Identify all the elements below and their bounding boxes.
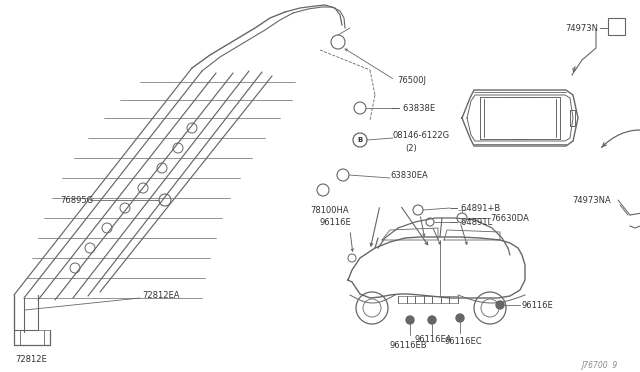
Text: 96116E: 96116E [320, 218, 352, 227]
Text: — 64891L: — 64891L [450, 218, 492, 227]
Text: — 63838E: — 63838E [392, 103, 435, 112]
Circle shape [428, 316, 436, 324]
Circle shape [406, 316, 414, 324]
Circle shape [456, 314, 464, 322]
Text: 78100HA: 78100HA [310, 205, 349, 215]
Text: (2): (2) [405, 144, 417, 153]
Text: — 64891+B: — 64891+B [450, 203, 500, 212]
Text: 96116EB: 96116EB [390, 340, 428, 350]
Text: 74973NA: 74973NA [572, 196, 611, 205]
Circle shape [496, 301, 504, 309]
Text: 76500J: 76500J [397, 76, 426, 84]
Text: 08146-6122G: 08146-6122G [393, 131, 450, 140]
Text: 72812E: 72812E [15, 356, 47, 365]
Text: 76895G: 76895G [60, 196, 93, 205]
Text: 74973N: 74973N [565, 23, 598, 32]
Text: 76630DA: 76630DA [490, 214, 529, 222]
Text: B: B [357, 137, 363, 143]
Text: 96116EA: 96116EA [415, 336, 452, 344]
Text: 96116EC: 96116EC [445, 337, 483, 346]
Text: J76700  9: J76700 9 [582, 360, 618, 369]
Text: 96116E: 96116E [522, 301, 554, 310]
Text: 72812EA: 72812EA [142, 291, 179, 299]
Text: 63830EA: 63830EA [390, 170, 428, 180]
